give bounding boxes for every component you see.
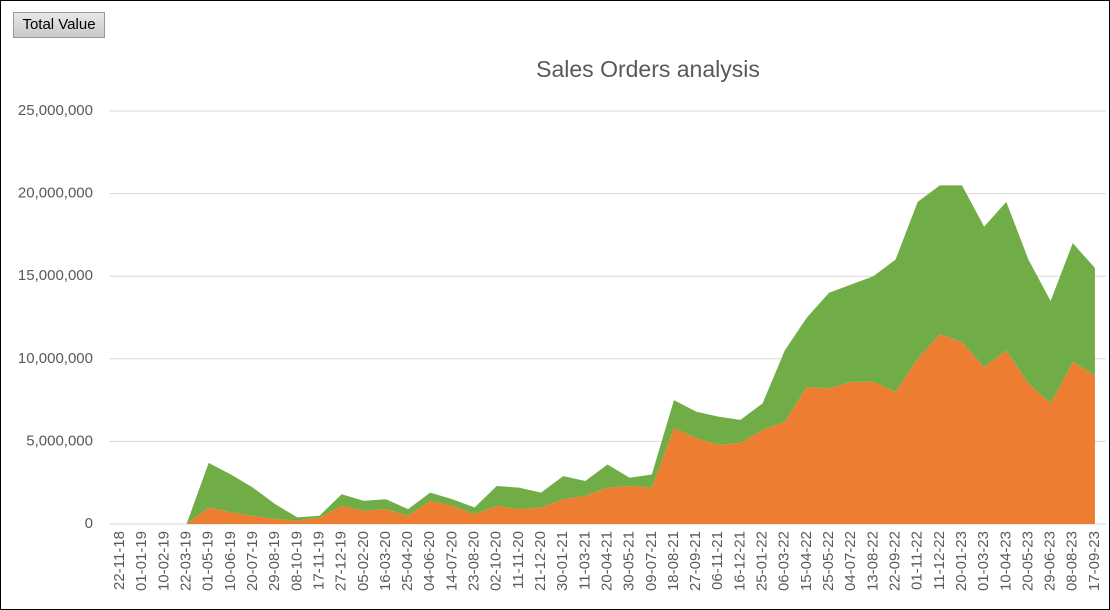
- x-tick-label: 01-05-19: [200, 531, 217, 591]
- x-tick-label: 25-05-22: [820, 531, 837, 591]
- x-tick-label: 17-11-19: [310, 531, 327, 590]
- x-tick-label: 01-11-22: [909, 531, 926, 590]
- area: [120, 334, 1095, 524]
- y-tick-label: 5,000,000: [26, 432, 93, 449]
- x-tick-label: 11-12-22: [931, 531, 948, 590]
- x-tick-label: 22-11-18: [111, 531, 128, 590]
- x-tick-label: 05-02-20: [355, 531, 372, 591]
- x-tick-label: 30-01-21: [554, 531, 571, 591]
- x-tick-label: 18-08-21: [665, 531, 682, 591]
- x-tick-label: 25-01-22: [754, 531, 771, 591]
- x-tick-label: 06-11-21: [709, 531, 726, 590]
- x-tick-label: 22-09-22: [886, 531, 903, 591]
- y-tick-label: 25,000,000: [18, 102, 93, 119]
- x-tick-label: 27-09-21: [687, 531, 704, 591]
- x-tick-label: 29-08-19: [266, 531, 283, 591]
- x-tick-label: 11-03-21: [576, 531, 593, 590]
- x-tick-label: 01-03-23: [975, 531, 992, 591]
- field-button[interactable]: Total Value: [13, 12, 105, 38]
- x-tick-label: 25-04-20: [399, 531, 416, 591]
- x-tick-label: 20-05-23: [1019, 531, 1036, 591]
- x-tick-label: 23-08-20: [466, 531, 483, 591]
- x-tick-label: 11-11-20: [510, 531, 527, 589]
- x-tick-label: 20-01-23: [953, 531, 970, 591]
- x-tick-label: 04-07-22: [842, 531, 859, 591]
- x-tick-label: 15-04-22: [798, 531, 815, 591]
- x-tick-label: 16-12-21: [731, 531, 748, 591]
- y-tick-label: 15,000,000: [18, 267, 93, 284]
- x-tick-label: 06-03-22: [776, 531, 793, 591]
- x-tick-label: 21-12-20: [532, 531, 549, 591]
- y-tick-label: 10,000,000: [18, 350, 93, 367]
- x-tick-label: 14-07-20: [443, 531, 460, 591]
- x-tick-label: 02-10-20: [488, 531, 505, 591]
- x-tick-label: 10-06-19: [222, 531, 239, 591]
- y-tick-label: 20,000,000: [18, 185, 93, 202]
- x-tick-label: 10-04-23: [997, 531, 1014, 591]
- x-tick-label: 20-04-21: [598, 531, 615, 591]
- x-tick-label: 30-05-21: [621, 531, 638, 591]
- x-tick-label: 27-12-19: [333, 531, 350, 591]
- area: [120, 185, 1095, 524]
- x-tick-label: 22-03-19: [178, 531, 195, 591]
- x-tick-label: 17-09-23: [1086, 531, 1103, 591]
- x-tick-label: 08-08-23: [1064, 531, 1081, 591]
- x-tick-label: 08-10-19: [288, 531, 305, 591]
- x-tick-label: 01-01-19: [133, 531, 150, 591]
- y-tick-label: 0: [85, 515, 93, 532]
- x-tick-label: 20-07-19: [244, 531, 261, 591]
- x-tick-label: 16-03-20: [377, 531, 394, 591]
- x-tick-label: 04-06-20: [421, 531, 438, 591]
- x-tick-label: 13-08-22: [864, 531, 881, 591]
- x-tick-label: 09-07-21: [643, 531, 660, 591]
- chart-title: Sales Orders analysis: [536, 56, 760, 82]
- x-tick-label: 29-06-23: [1042, 531, 1059, 591]
- x-tick-label: 10-02-19: [155, 531, 172, 591]
